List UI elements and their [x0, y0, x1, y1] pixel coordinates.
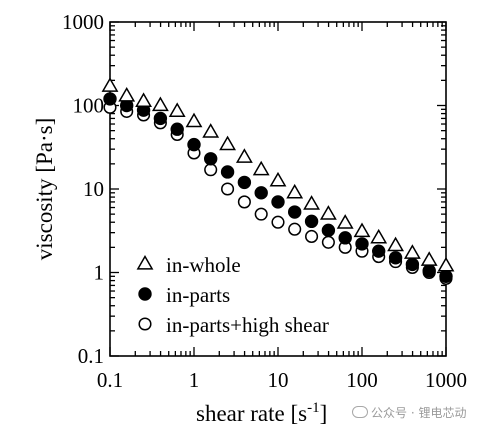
- data-point: [252, 160, 270, 176]
- y-tick-label: 0.1: [78, 344, 104, 368]
- data-points: [101, 77, 455, 285]
- tick-labels: 0.1 1 10 100 1000 0.1 1 10 100 1000: [62, 10, 467, 392]
- y-tick-label: 1000: [62, 10, 104, 34]
- data-point: [355, 237, 369, 251]
- y-tick-label: 1: [94, 261, 105, 285]
- x-axis-label-end: ]: [320, 401, 328, 426]
- data-point: [135, 92, 152, 108]
- data-point: [185, 112, 203, 128]
- data-point: [235, 148, 253, 163]
- data-point: [269, 171, 287, 187]
- series-1: [103, 92, 453, 284]
- data-point: [237, 175, 252, 190]
- data-point: [321, 223, 336, 238]
- data-point: [153, 111, 168, 126]
- x-tick-label: 10: [268, 368, 289, 392]
- data-point: [271, 195, 285, 209]
- data-point: [237, 195, 251, 209]
- legend-label: in-parts+high shear: [166, 313, 329, 337]
- data-point: [370, 228, 388, 244]
- data-point: [304, 214, 319, 229]
- legend-item: in-parts+high shear: [138, 313, 329, 337]
- x-tick-label: 100: [346, 368, 378, 392]
- data-point: [303, 195, 320, 210]
- data-point: [305, 229, 319, 244]
- data-point: [168, 102, 186, 118]
- data-point: [170, 122, 184, 136]
- watermark: 公众号 · 锂电芯动: [352, 404, 466, 421]
- data-point: [203, 152, 218, 166]
- data-point: [437, 256, 455, 272]
- data-point: [288, 222, 302, 236]
- data-point: [287, 205, 302, 219]
- series-0: [101, 77, 455, 272]
- x-axis-label-main: shear rate [s: [196, 401, 307, 426]
- data-point: [387, 236, 404, 252]
- data-point: [319, 205, 337, 220]
- x-axis-label-superscript: -1: [307, 400, 320, 416]
- x-axis-label: shear rate [s-1]: [196, 400, 327, 426]
- data-point: [101, 77, 119, 92]
- legend-item: in-whole: [136, 253, 241, 277]
- wechat-icon: [352, 406, 368, 418]
- legend-label: in-whole: [166, 253, 241, 277]
- legend-label: in-parts: [166, 283, 230, 307]
- legend-marker: [136, 254, 154, 270]
- data-point: [204, 163, 218, 177]
- legend-marker: [138, 287, 152, 301]
- data-point: [118, 86, 136, 102]
- y-axis-label: viscosity [Pa·s]: [32, 118, 57, 260]
- legend-item: in-parts: [138, 283, 230, 307]
- data-point: [220, 165, 235, 179]
- data-point: [286, 183, 304, 199]
- data-point: [403, 244, 421, 259]
- tick-marks: [109, 21, 447, 357]
- data-point: [271, 215, 285, 229]
- data-point: [254, 207, 268, 221]
- data-point: [187, 137, 201, 152]
- data-point: [336, 214, 354, 229]
- data-point: [439, 269, 453, 284]
- data-point: [388, 251, 403, 265]
- x-tick-label: 0.1: [97, 368, 123, 392]
- y-tick-label: 10: [83, 177, 104, 201]
- watermark-text: 公众号 · 锂电芯动: [371, 406, 467, 420]
- data-point: [321, 235, 335, 249]
- data-point: [221, 182, 235, 196]
- data-point: [219, 135, 236, 151]
- data-point: [353, 222, 371, 238]
- x-tick-label: 1000: [425, 368, 467, 392]
- data-point: [103, 92, 117, 106]
- x-tick-label: 1: [189, 368, 200, 392]
- legend: in-whole in-parts in-parts+high shear: [136, 253, 329, 337]
- y-tick-label: 100: [73, 94, 105, 118]
- data-point: [422, 264, 436, 278]
- data-point: [254, 186, 268, 200]
- legend-marker: [138, 317, 152, 331]
- plot-frame: [109, 21, 447, 357]
- data-point: [420, 251, 438, 266]
- data-point: [338, 231, 352, 245]
- data-point: [405, 257, 420, 272]
- data-point: [371, 244, 386, 258]
- data-point: [151, 96, 169, 112]
- data-point: [202, 123, 220, 138]
